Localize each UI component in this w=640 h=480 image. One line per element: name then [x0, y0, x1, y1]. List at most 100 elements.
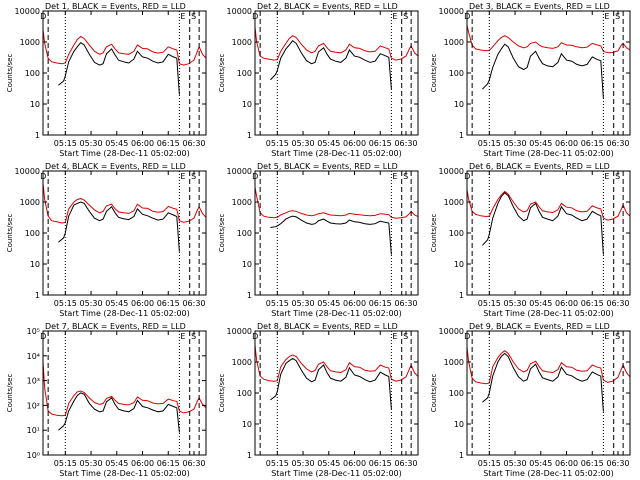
x-axis-label: Start Time (28-Dec-11 05:02:00) — [59, 149, 190, 158]
y-tick-label: 1 — [247, 451, 252, 460]
y-axis-label: Counts/sec — [430, 374, 438, 413]
chart-title: Det 9, BLACK = Events, RED = LLD — [469, 322, 610, 331]
x-axis-label: Start Time (28-Dec-11 05:02:00) — [483, 149, 614, 158]
y-tick-label: 1 — [35, 131, 40, 140]
x-tick-label: 06:15 — [157, 139, 180, 148]
y-tick-label: 1 — [459, 451, 464, 460]
x-tick-label: 06:30 — [394, 459, 417, 468]
x-tick-label: 05:45 — [529, 299, 552, 308]
y-axis-label: Counts/sec — [218, 374, 226, 413]
x-tick-label: 06:15 — [157, 299, 180, 308]
x-tick-label: 06:00 — [343, 299, 366, 308]
series-line-lld — [255, 27, 418, 61]
time-marker-label: S — [191, 332, 196, 341]
x-tick-label: 06:30 — [606, 299, 629, 308]
x-tick-label: 05:45 — [529, 139, 552, 148]
x-tick-label: 06:00 — [131, 459, 154, 468]
x-tick-label: 06:00 — [555, 299, 578, 308]
x-tick-label: 05:30 — [292, 459, 315, 468]
series-line-lld — [43, 361, 206, 417]
x-tick-label: 05:15 — [54, 299, 77, 308]
x-tick-label: 06:00 — [343, 139, 366, 148]
y-tick-label: 1000 — [444, 198, 464, 207]
time-marker-label: S — [615, 332, 620, 341]
time-marker-label: S — [615, 172, 620, 181]
x-tick-label: 06:30 — [394, 139, 417, 148]
x-tick-label: 05:15 — [266, 299, 289, 308]
time-marker-label: S — [191, 12, 196, 21]
x-tick-label: 05:45 — [317, 299, 340, 308]
y-tick-label: 100 — [25, 69, 40, 78]
time-marker-label: E — [392, 12, 397, 21]
x-axis-label: Start Time (28-Dec-11 05:02:00) — [483, 469, 614, 478]
x-axis-label: Start Time (28-Dec-11 05:02:00) — [271, 309, 402, 318]
y-tick-label: 100 — [237, 389, 252, 398]
series-line-lld — [43, 29, 206, 66]
y-tick-label: 1 — [459, 291, 464, 300]
y-tick-label: 10 — [242, 100, 252, 109]
y-axis-label: Counts/sec — [6, 374, 14, 413]
series-line-events — [270, 40, 392, 90]
y-tick-label: 10000 — [439, 167, 464, 176]
x-tick-label: 05:15 — [54, 139, 77, 148]
x-tick-label: 06:30 — [182, 459, 205, 468]
time-marker-label: S — [403, 172, 408, 181]
chart-title: Det 5, BLACK = Events, RED = LLD — [257, 162, 398, 171]
x-tick-label: 05:45 — [105, 299, 128, 308]
series-line-lld — [43, 183, 206, 224]
y-axis-label: Counts/sec — [218, 54, 226, 93]
chart-title: Det 8, BLACK = Events, RED = LLD — [257, 322, 398, 331]
x-tick-label: 05:30 — [80, 299, 103, 308]
time-marker-label: S — [191, 172, 196, 181]
x-tick-label: 05:45 — [317, 139, 340, 148]
y-axis-label: Counts/sec — [430, 214, 438, 253]
chart-title: Det 6, BLACK = Events, RED = LLD — [469, 162, 610, 171]
x-axis-label: Start Time (28-Dec-11 05:02:00) — [483, 309, 614, 318]
series-line-events — [58, 42, 180, 95]
y-tick-label: 10 — [30, 260, 40, 269]
x-tick-label: 05:30 — [504, 139, 527, 148]
y-tick-label: 10⁰ — [27, 451, 40, 460]
x-tick-label: 05:30 — [504, 459, 527, 468]
x-tick-label: 06:15 — [369, 299, 392, 308]
y-tick-label: 10 — [454, 260, 464, 269]
chart-title: Det 1, BLACK = Events, RED = LLD — [45, 2, 186, 11]
chart-title: Det 2, BLACK = Events, RED = LLD — [257, 2, 398, 11]
y-tick-label: 10² — [27, 401, 40, 410]
y-tick-label: 1 — [459, 131, 464, 140]
x-tick-label: 06:30 — [182, 139, 205, 148]
x-tick-label: 05:15 — [266, 139, 289, 148]
y-axis-label: Counts/sec — [6, 54, 14, 93]
time-marker-label: E — [604, 172, 609, 181]
x-tick-label: 06:15 — [369, 459, 392, 468]
y-tick-label: 1000 — [232, 358, 252, 367]
y-tick-label: 1000 — [444, 358, 464, 367]
series-line-events — [482, 192, 604, 255]
time-marker-label: E — [180, 12, 185, 21]
time-marker-label: E — [180, 172, 185, 181]
time-marker-label: E — [392, 332, 397, 341]
y-tick-label: 100 — [237, 69, 252, 78]
x-tick-label: 05:15 — [54, 459, 77, 468]
x-tick-label: 05:30 — [292, 139, 315, 148]
y-tick-label: 1 — [247, 131, 252, 140]
x-tick-label: 06:30 — [606, 139, 629, 148]
series-line-lld — [255, 187, 418, 219]
x-tick-label: 05:15 — [478, 139, 501, 148]
series-line-lld — [467, 189, 630, 221]
y-tick-label: 100 — [449, 69, 464, 78]
x-tick-label: 05:30 — [504, 299, 527, 308]
x-tick-label: 05:15 — [266, 459, 289, 468]
y-tick-label: 10000 — [15, 167, 40, 176]
chart-title: Det 4, BLACK = Events, RED = LLD — [45, 162, 186, 171]
y-tick-label: 10 — [454, 420, 464, 429]
y-axis-label: Counts/sec — [430, 54, 438, 93]
y-axis-label: Counts/sec — [218, 214, 226, 253]
series-line-events — [270, 215, 392, 255]
series-line-lld — [255, 345, 418, 382]
x-tick-label: 05:30 — [80, 459, 103, 468]
